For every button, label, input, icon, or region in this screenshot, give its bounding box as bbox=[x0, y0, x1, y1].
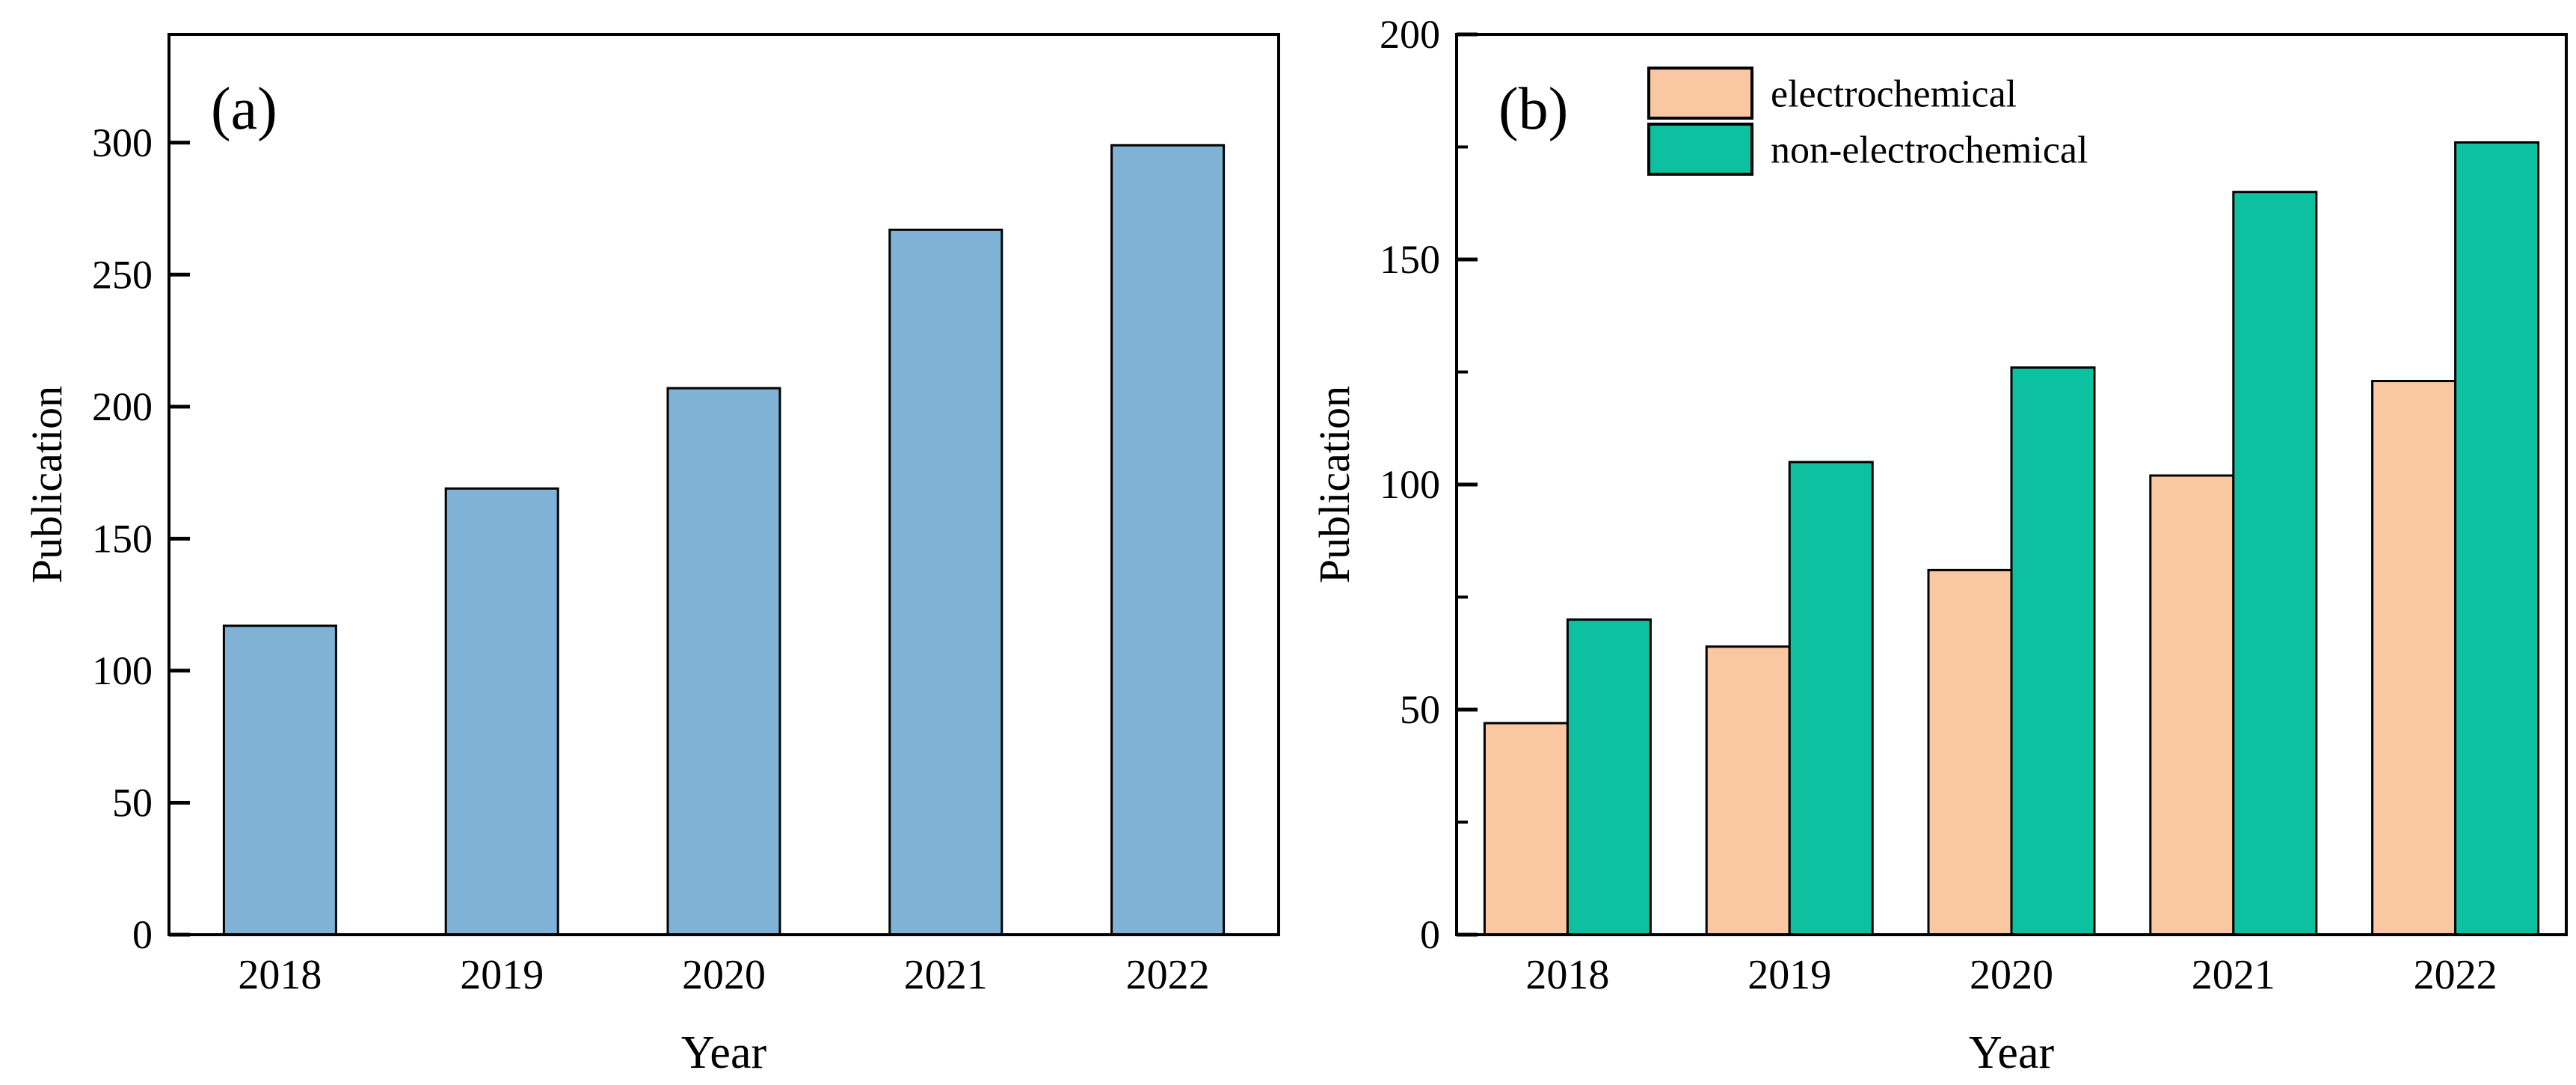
x-tick-label-2018: 2018 bbox=[238, 952, 322, 998]
panel-letter: (b) bbox=[1498, 76, 1568, 142]
x-tick-label-2019: 2019 bbox=[1747, 952, 1831, 998]
bar-2021-electrochemical bbox=[2149, 474, 2235, 936]
bar-2022-electrochemical bbox=[2371, 380, 2457, 936]
bar-2021-non-electrochemical bbox=[2232, 191, 2318, 936]
bar-2018-electrochemical bbox=[1483, 722, 1569, 936]
bar-2019-electrochemical bbox=[1705, 645, 1791, 936]
y-axis-title: Publication bbox=[1310, 386, 1359, 583]
y-tick-label-250: 250 bbox=[92, 252, 153, 297]
bar-2021 bbox=[888, 228, 1003, 936]
plot-frame bbox=[1455, 33, 2568, 936]
y-tick-label-150: 150 bbox=[1380, 237, 1440, 282]
panel-letter: (a) bbox=[211, 76, 277, 142]
panel-a: 2018 2019 2020 2021 2022 0 50 100 150 200 250 300 (a… bbox=[22, 33, 1280, 1078]
y-tick-label-200: 200 bbox=[92, 384, 153, 429]
y-axis-title: Publication bbox=[22, 386, 71, 583]
y-tick-label-300: 300 bbox=[92, 120, 153, 165]
y-tick-label-100: 100 bbox=[1380, 462, 1440, 507]
bar-2019 bbox=[444, 487, 559, 936]
y-tick-label-50: 50 bbox=[1400, 687, 1440, 732]
x-tick-label-2018: 2018 bbox=[1525, 952, 1609, 998]
bar-2020 bbox=[666, 387, 781, 936]
y-tick-label-0: 0 bbox=[1420, 912, 1440, 957]
y-tick-label-100: 100 bbox=[92, 648, 153, 693]
bar-2022 bbox=[1110, 144, 1226, 936]
y-tick-label-200: 200 bbox=[1380, 12, 1440, 57]
bar-2020-electrochemical bbox=[1927, 568, 2013, 936]
y-tick-label-0: 0 bbox=[132, 912, 153, 957]
x-axis-title: Year bbox=[681, 1027, 767, 1078]
x-tick-label-2022: 2022 bbox=[2414, 952, 2497, 998]
legend-swatch-electrochemical bbox=[1647, 67, 1753, 120]
chart-b-svg: 2018 2019 2020 2021 2022 0 50 100 150 200 (b) Publi… bbox=[1310, 12, 2568, 1078]
x-tick-label-2021: 2021 bbox=[904, 952, 988, 998]
legend-swatch-non-electrochemical bbox=[1647, 123, 1753, 176]
panel-b: 2018 2019 2020 2021 2022 0 50 100 150 200 (b) Publi… bbox=[1288, 0, 2576, 1085]
chart-a-svg: 2018 2019 2020 2021 2022 0 50 100 150 200 250 300 (a… bbox=[22, 33, 1280, 1078]
x-tick-label-2020: 2020 bbox=[682, 952, 766, 998]
x-tick-label-2020: 2020 bbox=[1970, 952, 2053, 998]
bar-2022-non-electrochemical bbox=[2454, 141, 2540, 936]
bar-2019-non-electrochemical bbox=[1788, 461, 1874, 936]
y-tick-label-150: 150 bbox=[92, 516, 153, 561]
bar-2018-non-electrochemical bbox=[1566, 618, 1652, 936]
x-tick-label-2021: 2021 bbox=[2192, 952, 2275, 998]
bar-2020-non-electrochemical bbox=[2010, 366, 2096, 936]
x-tick-label-2022: 2022 bbox=[1126, 952, 1210, 998]
legend-label-electrochemical: electrochemical bbox=[1771, 73, 2017, 116]
x-tick-label-2019: 2019 bbox=[460, 952, 544, 998]
bar-2018 bbox=[222, 624, 337, 936]
y-tick-label-50: 50 bbox=[112, 780, 153, 825]
legend-label-non-electrochemical: non-electrochemical bbox=[1771, 129, 2088, 172]
plot-frame bbox=[167, 33, 1280, 936]
x-axis-title: Year bbox=[1969, 1027, 2055, 1078]
